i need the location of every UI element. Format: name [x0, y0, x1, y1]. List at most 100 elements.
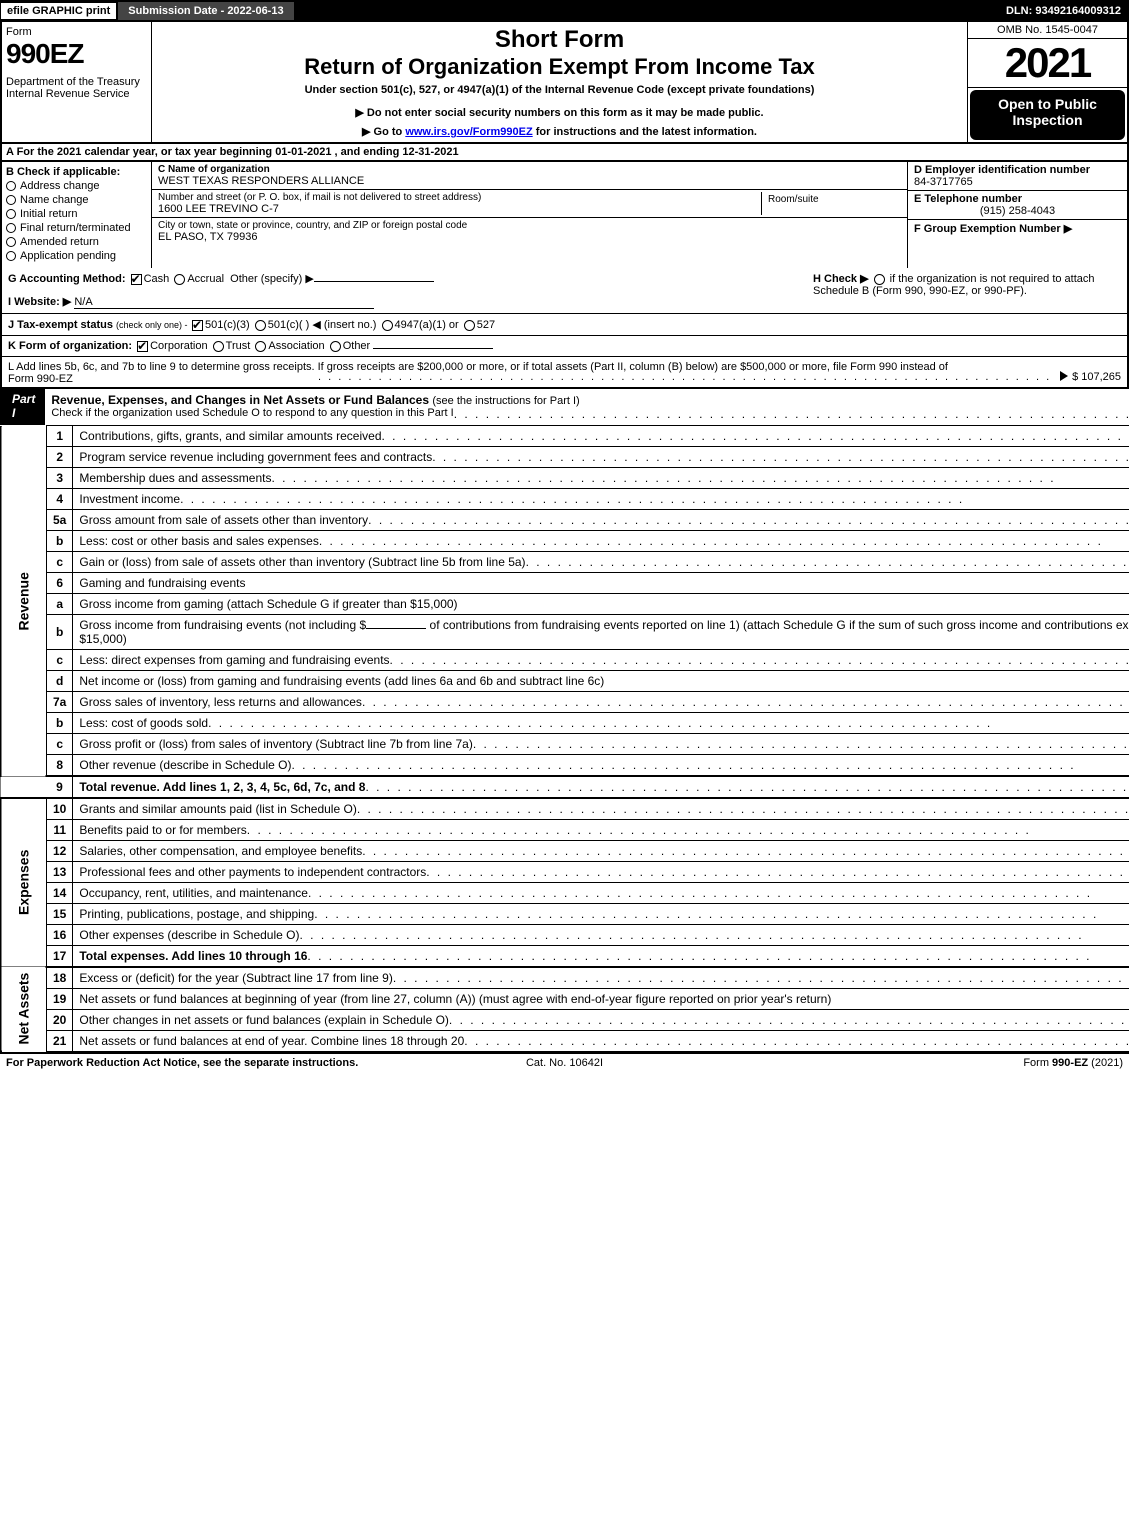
box-d: D Employer identification number 84-3717… [908, 162, 1127, 191]
line-6d: d Net income or (loss) from gaming and f… [1, 671, 1129, 692]
title-box: Short Form Return of Organization Exempt… [152, 22, 967, 142]
part1-title: Revenue, Expenses, and Changes in Net As… [45, 387, 1129, 425]
other-specify-field[interactable] [314, 281, 434, 282]
department: Department of the Treasury Internal Reve… [6, 76, 147, 100]
checkbox-icon[interactable] [6, 181, 16, 191]
row-j: J Tax-exempt status (check only one) - 5… [0, 314, 1129, 336]
line-11: 11 Benefits paid to or for members 11 [1, 820, 1129, 841]
chk-final: Final return/terminated [6, 222, 147, 234]
radio-other-icon[interactable] [330, 341, 341, 352]
radio-assoc-icon[interactable] [255, 341, 266, 352]
radio-trust-icon[interactable] [213, 341, 224, 352]
dots-icon [454, 407, 1129, 421]
checkbox-icon[interactable] [6, 223, 16, 233]
short-form-label: Short Form [160, 26, 959, 54]
box-f: F Group Exemption Number ▶ [908, 220, 1127, 237]
part1-header: Part I Revenue, Expenses, and Changes in… [0, 387, 1129, 425]
netassets-side-label: Net Assets [1, 967, 47, 1052]
line-2: 2 Program service revenue including gove… [1, 447, 1129, 468]
line-6b: b Gross income from fundraising events (… [1, 615, 1129, 650]
line-12: 12 Salaries, other compensation, and emp… [1, 841, 1129, 862]
dln: DLN: 93492164009312 [998, 3, 1129, 19]
box-b: B Check if applicable: Address change Na… [2, 162, 152, 268]
j-label: J Tax-exempt status [8, 319, 113, 331]
row-i: I Website: ▶ N/A [8, 295, 801, 309]
checkbox-icon[interactable] [6, 195, 16, 205]
checkbox-501c3-icon[interactable] [192, 320, 203, 331]
box-e: E Telephone number (915) 258-4043 [908, 191, 1127, 220]
j-note: (check only one) - [116, 320, 190, 330]
phone-value: (915) 258-4043 [914, 205, 1121, 217]
footer-left: For Paperwork Reduction Act Notice, see … [6, 1057, 378, 1069]
line-6a: a Gross income from gaming (attach Sched… [1, 594, 1129, 615]
arrow-right-icon [1060, 371, 1068, 381]
efile-label: efile GRAPHIC print [0, 2, 117, 20]
city-label: City or town, state or province, country… [158, 220, 901, 231]
line-13: 13 Professional fees and other payments … [1, 862, 1129, 883]
group-exempt-label: F Group Exemption Number ▶ [914, 223, 1072, 235]
radio-h-icon[interactable] [874, 274, 885, 285]
line-5a: 5a Gross amount from sale of assets othe… [1, 510, 1129, 531]
chk-name: Name change [6, 194, 147, 206]
other-org-field[interactable] [373, 348, 493, 349]
line-5c: c Gain or (loss) from sale of assets oth… [1, 552, 1129, 573]
tax-year: 2021 [968, 39, 1127, 88]
radio-accrual-icon[interactable] [174, 274, 185, 285]
org-name-row: C Name of organization WEST TEXAS RESPON… [152, 162, 907, 190]
h-label: H Check ▶ [813, 273, 869, 285]
street: 1600 LEE TREVINO C-7 [158, 203, 761, 215]
line-21: 21 Net assets or fund balances at end of… [1, 1031, 1129, 1052]
form-id-box: Form 990EZ Department of the Treasury In… [2, 22, 152, 142]
line-16: 16 Other expenses (describe in Schedule … [1, 925, 1129, 946]
submission-date: Submission Date - 2022-06-13 [117, 1, 294, 21]
ein-label: D Employer identification number [914, 164, 1121, 176]
i-label: I Website: ▶ [8, 296, 71, 308]
line-9: 9 Total revenue. Add lines 1, 2, 3, 4, 5… [1, 776, 1129, 798]
checkbox-icon[interactable] [6, 251, 16, 261]
chk-initial: Initial return [6, 208, 147, 220]
block-b-through-f: B Check if applicable: Address change Na… [0, 162, 1129, 268]
line-8: 8 Other revenue (describe in Schedule O)… [1, 755, 1129, 777]
city: EL PASO, TX 79936 [158, 231, 901, 243]
expenses-side-label: Expenses [1, 798, 47, 967]
line-1: Revenue 1 Contributions, gifts, grants, … [1, 426, 1129, 447]
line-3: 3 Membership dues and assessments 3 [1, 468, 1129, 489]
box-b-label: B Check if applicable: [6, 166, 147, 178]
k-label: K Form of organization: [8, 340, 132, 352]
footer-right: Form 990-EZ (2021) [751, 1057, 1123, 1069]
city-row: City or town, state or province, country… [152, 218, 907, 268]
line-6c: c Less: direct expenses from gaming and … [1, 650, 1129, 671]
line-10: Expenses 10 Grants and similar amounts p… [1, 798, 1129, 820]
radio-4947-icon[interactable] [382, 320, 393, 331]
checkbox-icon[interactable] [6, 209, 16, 219]
form-word: Form [6, 26, 147, 38]
street-label: Number and street (or P. O. box, if mail… [158, 192, 761, 203]
subtitle: Under section 501(c), 527, or 4947(a)(1)… [160, 84, 959, 96]
line-20: 20 Other changes in net assets or fund b… [1, 1010, 1129, 1031]
row-l: L Add lines 5b, 6c, and 7b to line 9 to … [0, 357, 1129, 387]
line-7b: b Less: cost of goods sold 7b [1, 713, 1129, 734]
line-18: Net Assets 18 Excess or (deficit) for th… [1, 967, 1129, 989]
box-def: D Employer identification number 84-3717… [907, 162, 1127, 268]
row-h: H Check ▶ if the organization is not req… [807, 268, 1127, 313]
radio-501c-icon[interactable] [255, 320, 266, 331]
name-label: C Name of organization [158, 164, 901, 175]
form-number: 990EZ [6, 38, 147, 70]
l-amount: $ 107,265 [1072, 371, 1121, 383]
row-g: G Accounting Method: Cash Accrual Other … [2, 268, 807, 313]
fundraising-amount-field[interactable] [366, 628, 426, 629]
part1-table: Revenue 1 Contributions, gifts, grants, … [0, 425, 1129, 1052]
ein-value: 84-3717765 [914, 176, 1121, 188]
row-gh: G Accounting Method: Cash Accrual Other … [0, 268, 1129, 314]
top-bar: efile GRAPHIC print Submission Date - 20… [0, 0, 1129, 22]
irs-link[interactable]: www.irs.gov/Form990EZ [405, 126, 532, 138]
line-4: 4 Investment income 4 [1, 489, 1129, 510]
box-c: C Name of organization WEST TEXAS RESPON… [152, 162, 907, 268]
checkbox-icon[interactable] [6, 237, 16, 247]
phone-label: E Telephone number [914, 193, 1121, 205]
omb-number: OMB No. 1545-0047 [968, 22, 1127, 39]
radio-527-icon[interactable] [464, 320, 475, 331]
g-label: G Accounting Method: [8, 273, 126, 285]
checkbox-cash-icon[interactable] [131, 274, 142, 285]
checkbox-corp-icon[interactable] [137, 341, 148, 352]
